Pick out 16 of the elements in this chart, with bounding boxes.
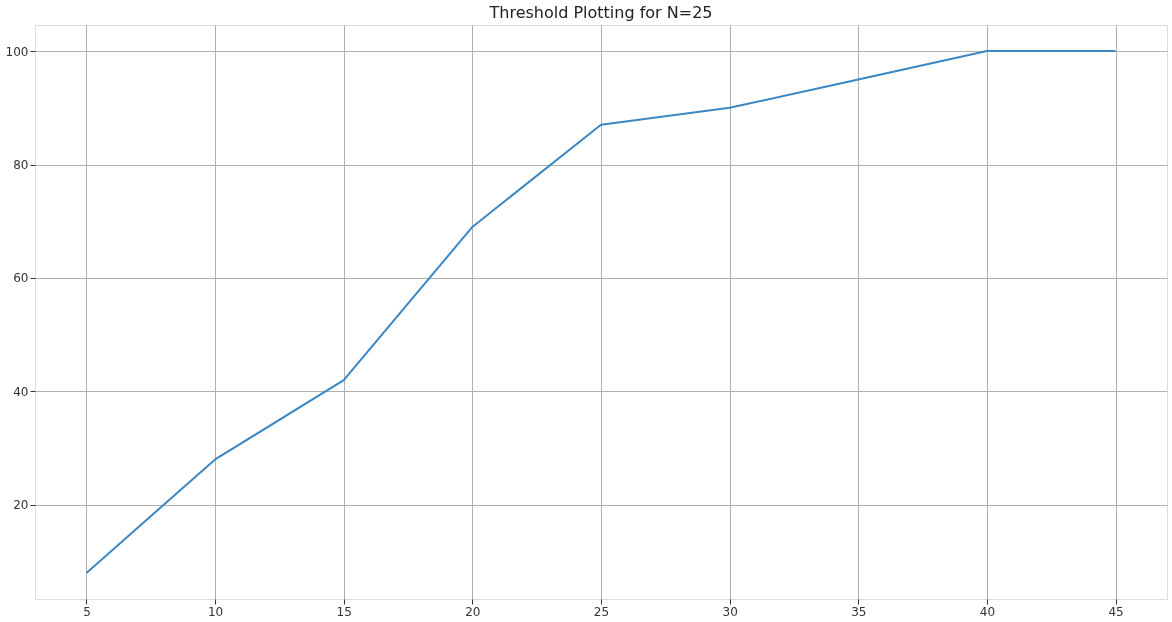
x-tick-label: 5	[83, 604, 91, 619]
x-tick-label: 25	[593, 604, 610, 619]
y-tick-label: 100	[5, 44, 29, 59]
x-tick-label: 10	[207, 604, 224, 619]
line-series	[85, 50, 1117, 574]
chart-title: Threshold Plotting for N=25	[488, 3, 713, 22]
y-tick-label: 60	[13, 271, 29, 286]
x-tick-label: 45	[1108, 604, 1124, 619]
y-tick-label: 40	[13, 384, 29, 399]
y-tick-label: 80	[13, 158, 29, 173]
y-tick-label: 20	[13, 498, 29, 513]
x-tick-label: 15	[336, 604, 352, 619]
x-tick-label: 30	[722, 604, 738, 619]
x-tick-label: 20	[465, 604, 481, 619]
x-tick-label: 40	[979, 604, 996, 619]
x-tick-label: 35	[851, 604, 867, 619]
